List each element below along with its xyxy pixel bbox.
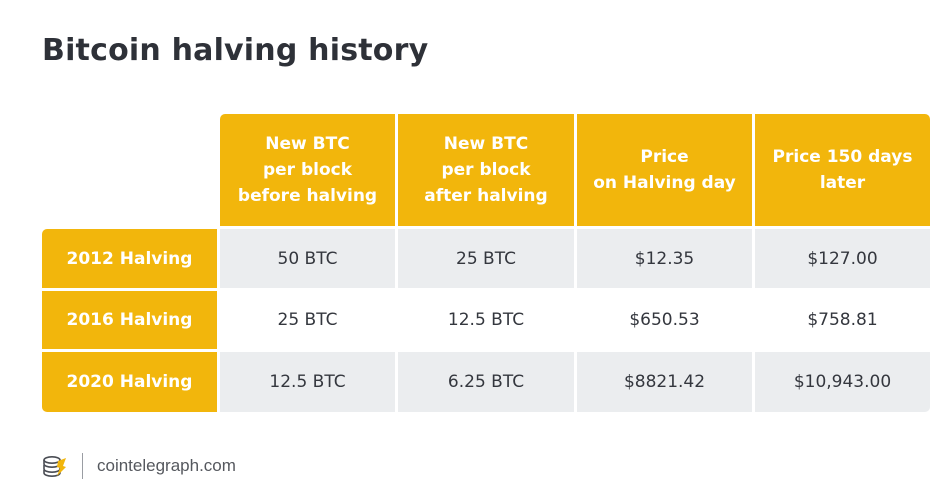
table-cell: $127.00 — [755, 229, 930, 288]
row-label-2020: 2020 Halving — [42, 352, 217, 412]
column-header-after-halving: New BTC per block after halving — [398, 114, 574, 226]
row-label-2012: 2012 Halving — [42, 229, 217, 288]
footer: cointelegraph.com — [42, 452, 236, 480]
table-cell: $10,943.00 — [755, 352, 930, 412]
table-cell: $650.53 — [577, 291, 752, 349]
table-cell: 25 BTC — [398, 229, 574, 288]
table-cell: 6.25 BTC — [398, 352, 574, 412]
row-label-2016: 2016 Halving — [42, 291, 217, 349]
halving-table: New BTC per block before halving New BTC… — [42, 114, 930, 412]
column-header-price-150-days: Price 150 days later — [755, 114, 930, 226]
column-header-before-halving: New BTC per block before halving — [220, 114, 395, 226]
cointelegraph-logo-icon — [43, 455, 66, 477]
table-cell: $758.81 — [755, 291, 930, 349]
table-cell: 12.5 BTC — [220, 352, 395, 412]
footer-divider — [82, 453, 83, 479]
page-title: Bitcoin halving history — [42, 33, 429, 68]
column-header-price-halving-day: Price on Halving day — [577, 114, 752, 226]
table-cell: 12.5 BTC — [398, 291, 574, 349]
source-label: cointelegraph.com — [97, 456, 236, 475]
table-cell: $8821.42 — [577, 352, 752, 412]
table-cell: $12.35 — [577, 229, 752, 288]
table-cell: 25 BTC — [220, 291, 395, 349]
table-cell: 50 BTC — [220, 229, 395, 288]
